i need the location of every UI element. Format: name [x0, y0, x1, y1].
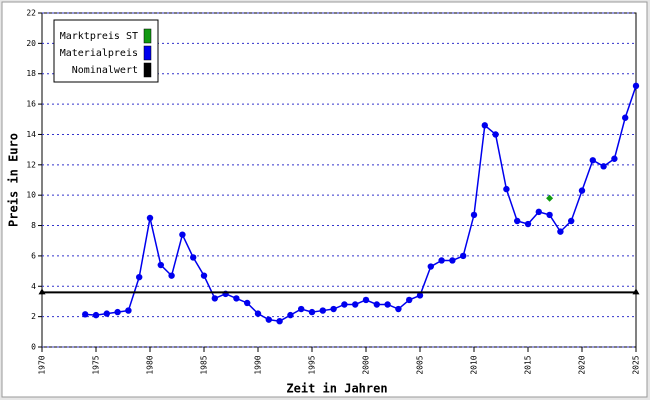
marker — [179, 231, 186, 238]
marker — [427, 263, 434, 270]
x-tick-label: 2015 — [524, 355, 533, 374]
marker — [514, 217, 521, 225]
marker — [157, 261, 164, 269]
marker — [622, 114, 629, 121]
legend-swatch — [143, 45, 152, 61]
marker — [546, 211, 553, 219]
x-tick-label: 1995 — [308, 355, 317, 374]
marker — [449, 257, 456, 264]
x-tick-label: 2020 — [578, 355, 587, 374]
marker — [92, 311, 100, 319]
legend-swatch — [143, 62, 152, 78]
y-tick-label: 16 — [26, 100, 36, 109]
marker — [136, 273, 143, 281]
y-tick-label: 6 — [31, 251, 36, 260]
marker — [632, 82, 640, 90]
y-tick-label: 0 — [31, 343, 36, 352]
marker — [611, 155, 618, 162]
marker — [406, 296, 413, 304]
marker — [568, 217, 575, 225]
marker — [103, 310, 111, 317]
x-tick-label: 2025 — [632, 355, 641, 374]
y-tick-label: 10 — [26, 191, 36, 200]
marker — [190, 254, 197, 261]
legend: Marktpreis ST Materialpreis Nominalwert — [53, 19, 159, 83]
y-axis-label: Preis in Euro — [7, 133, 21, 227]
marker — [233, 295, 240, 302]
x-tick-label: 1970 — [38, 355, 47, 374]
marker — [308, 308, 316, 316]
y-tick-label: 22 — [26, 9, 36, 18]
series-line — [85, 85, 637, 322]
y-tick-label: 20 — [26, 39, 36, 48]
marker — [146, 214, 154, 222]
y-tick-label: 2 — [31, 312, 36, 321]
x-tick-label: 2010 — [470, 355, 479, 374]
y-tick-label: 12 — [26, 160, 36, 169]
y-tick-label: 4 — [31, 282, 36, 291]
marker — [600, 163, 607, 170]
marker — [578, 187, 586, 194]
y-tick-label: 18 — [26, 69, 36, 78]
marker — [373, 301, 380, 308]
marker — [298, 305, 305, 313]
marker — [384, 301, 391, 308]
marker — [416, 292, 424, 299]
marker — [481, 122, 488, 129]
marker — [244, 299, 251, 307]
marker — [114, 308, 121, 316]
marker — [38, 288, 46, 295]
marker — [503, 185, 510, 193]
marker — [362, 296, 370, 304]
marker — [254, 310, 262, 317]
y-tick-label: 8 — [31, 221, 36, 230]
marker — [546, 194, 554, 202]
marker — [352, 301, 359, 308]
x-tick-label: 1975 — [92, 355, 101, 374]
x-tick-label: 1990 — [254, 355, 263, 374]
marker — [470, 211, 478, 219]
legend-box — [53, 19, 159, 83]
marker — [395, 305, 402, 313]
marker — [82, 311, 89, 318]
marker — [492, 131, 499, 138]
marker — [535, 208, 542, 216]
marker — [211, 295, 218, 302]
marker — [557, 228, 564, 235]
marker — [589, 157, 596, 164]
marker — [460, 252, 467, 260]
x-tick-label: 1980 — [146, 355, 155, 374]
marker — [632, 288, 640, 295]
x-axis-label: Zeit in Jahren — [286, 382, 387, 396]
marker — [200, 272, 208, 279]
marker — [341, 301, 348, 308]
marker — [168, 272, 175, 279]
legend-label: Marktpreis ST — [60, 31, 138, 42]
marker — [265, 316, 272, 323]
marker — [287, 311, 294, 319]
x-tick-label: 2005 — [416, 355, 425, 374]
marker — [319, 307, 326, 314]
marker — [276, 317, 283, 325]
legend-label: Nominalwert — [72, 65, 138, 76]
legend-label: Materialpreis — [60, 48, 138, 59]
marker — [438, 257, 445, 264]
x-tick-label: 2000 — [362, 355, 371, 374]
marker — [330, 305, 337, 313]
marker — [524, 220, 532, 228]
legend-swatch — [143, 28, 152, 44]
x-tick-label: 1985 — [200, 355, 209, 374]
y-tick-label: 14 — [26, 130, 36, 139]
marker — [125, 307, 132, 314]
